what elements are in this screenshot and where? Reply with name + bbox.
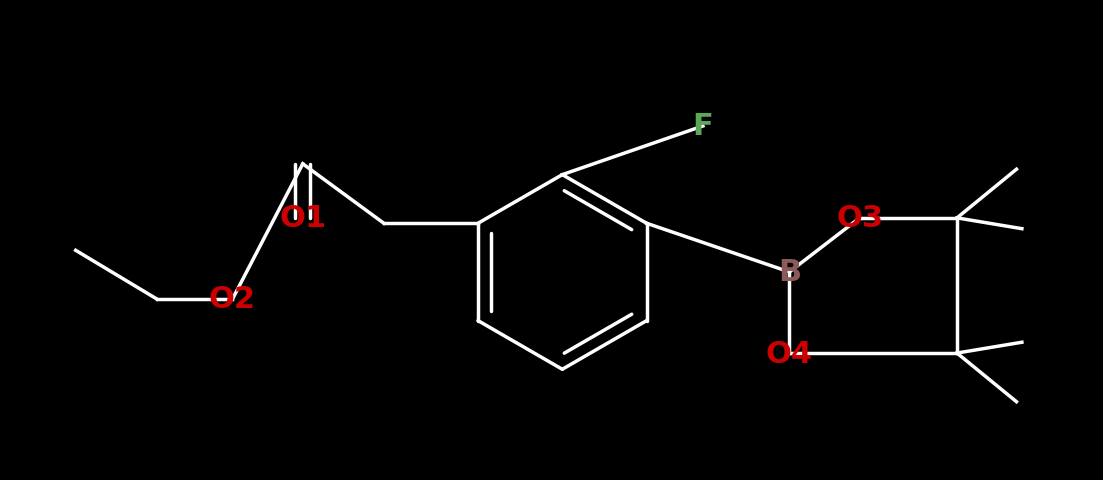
Text: B: B xyxy=(778,258,801,287)
Text: O2: O2 xyxy=(208,285,256,314)
Text: F: F xyxy=(693,112,714,141)
Text: O3: O3 xyxy=(836,204,884,233)
Text: O4: O4 xyxy=(765,339,813,368)
Text: O1: O1 xyxy=(279,204,326,233)
